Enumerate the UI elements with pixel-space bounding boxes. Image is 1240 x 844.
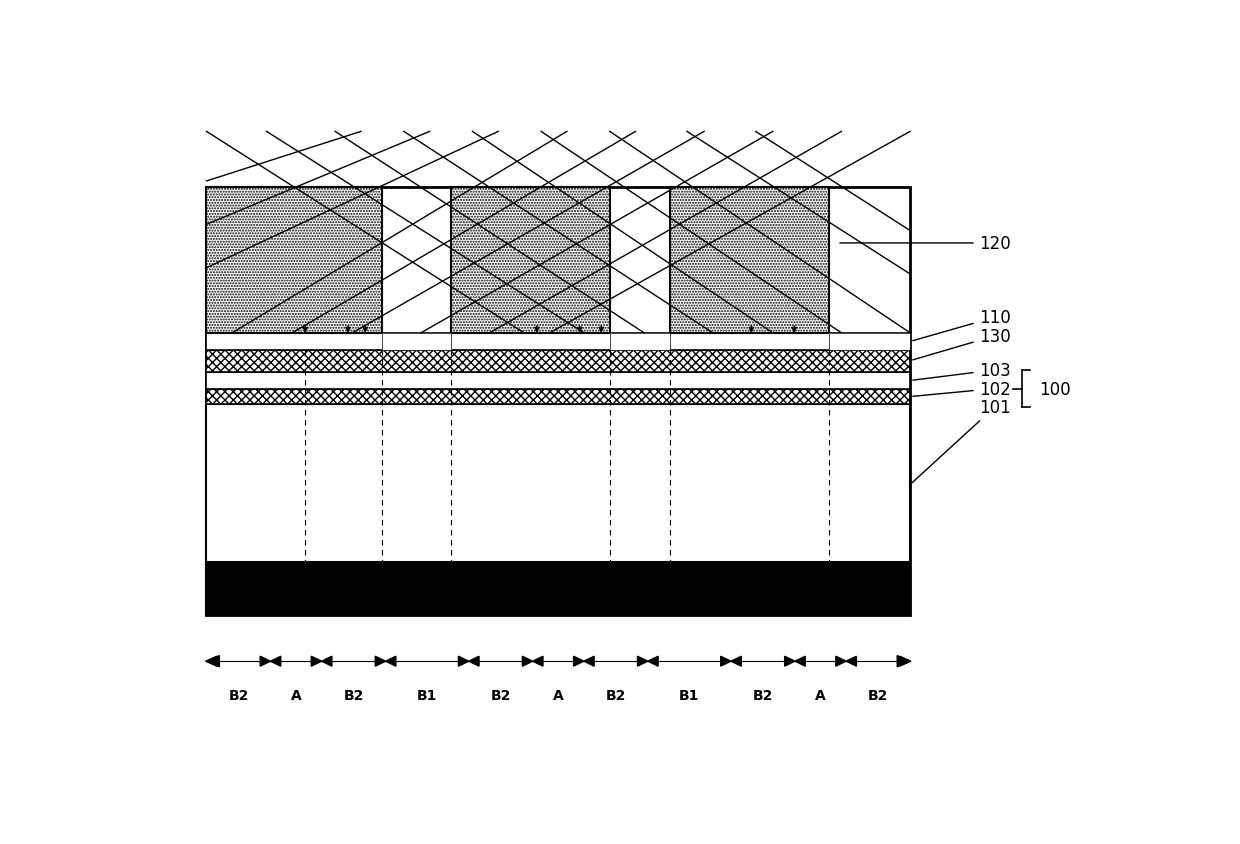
- Polygon shape: [785, 657, 795, 667]
- Polygon shape: [386, 657, 396, 667]
- Text: 120: 120: [839, 235, 1011, 252]
- Text: 102: 102: [913, 380, 1011, 398]
- Polygon shape: [846, 657, 857, 667]
- Text: B2: B2: [228, 689, 249, 702]
- Polygon shape: [900, 657, 910, 667]
- Text: A: A: [290, 689, 301, 702]
- Bar: [207, 333, 910, 350]
- Polygon shape: [522, 657, 533, 667]
- Text: A: A: [815, 689, 826, 702]
- Polygon shape: [207, 657, 217, 667]
- Text: B2: B2: [868, 689, 888, 702]
- Bar: [382, 333, 451, 350]
- Bar: [207, 350, 910, 372]
- Polygon shape: [321, 657, 332, 667]
- Polygon shape: [730, 657, 742, 667]
- Bar: [670, 188, 828, 333]
- Bar: [207, 389, 910, 404]
- Polygon shape: [836, 657, 846, 667]
- Polygon shape: [270, 657, 280, 667]
- Text: A: A: [553, 689, 564, 702]
- Bar: [207, 562, 910, 615]
- Text: B2: B2: [343, 689, 363, 702]
- Text: 110: 110: [913, 309, 1011, 341]
- Polygon shape: [898, 656, 911, 667]
- Polygon shape: [584, 657, 594, 667]
- Polygon shape: [574, 657, 584, 667]
- Bar: [610, 333, 670, 350]
- Polygon shape: [533, 657, 543, 667]
- Text: B2: B2: [605, 689, 626, 702]
- Bar: [382, 333, 451, 350]
- Bar: [828, 333, 910, 350]
- Text: 100: 100: [1039, 380, 1070, 398]
- Bar: [828, 333, 910, 350]
- Text: 103: 103: [913, 361, 1011, 381]
- Bar: [207, 188, 910, 615]
- Bar: [451, 188, 610, 333]
- Bar: [207, 404, 910, 562]
- Polygon shape: [647, 657, 658, 667]
- Text: B1: B1: [680, 689, 699, 702]
- Bar: [610, 333, 670, 350]
- Polygon shape: [260, 657, 270, 667]
- Polygon shape: [795, 657, 805, 667]
- Polygon shape: [311, 657, 321, 667]
- Text: B2: B2: [753, 689, 774, 702]
- Polygon shape: [376, 657, 386, 667]
- Bar: [207, 372, 910, 389]
- Polygon shape: [720, 657, 730, 667]
- Text: B2: B2: [491, 689, 511, 702]
- Text: 130: 130: [913, 327, 1011, 360]
- Polygon shape: [459, 657, 469, 667]
- Polygon shape: [637, 657, 647, 667]
- Polygon shape: [206, 656, 219, 667]
- Bar: [207, 188, 382, 333]
- Polygon shape: [469, 657, 479, 667]
- Text: 101: 101: [913, 398, 1011, 483]
- Text: B1: B1: [417, 689, 438, 702]
